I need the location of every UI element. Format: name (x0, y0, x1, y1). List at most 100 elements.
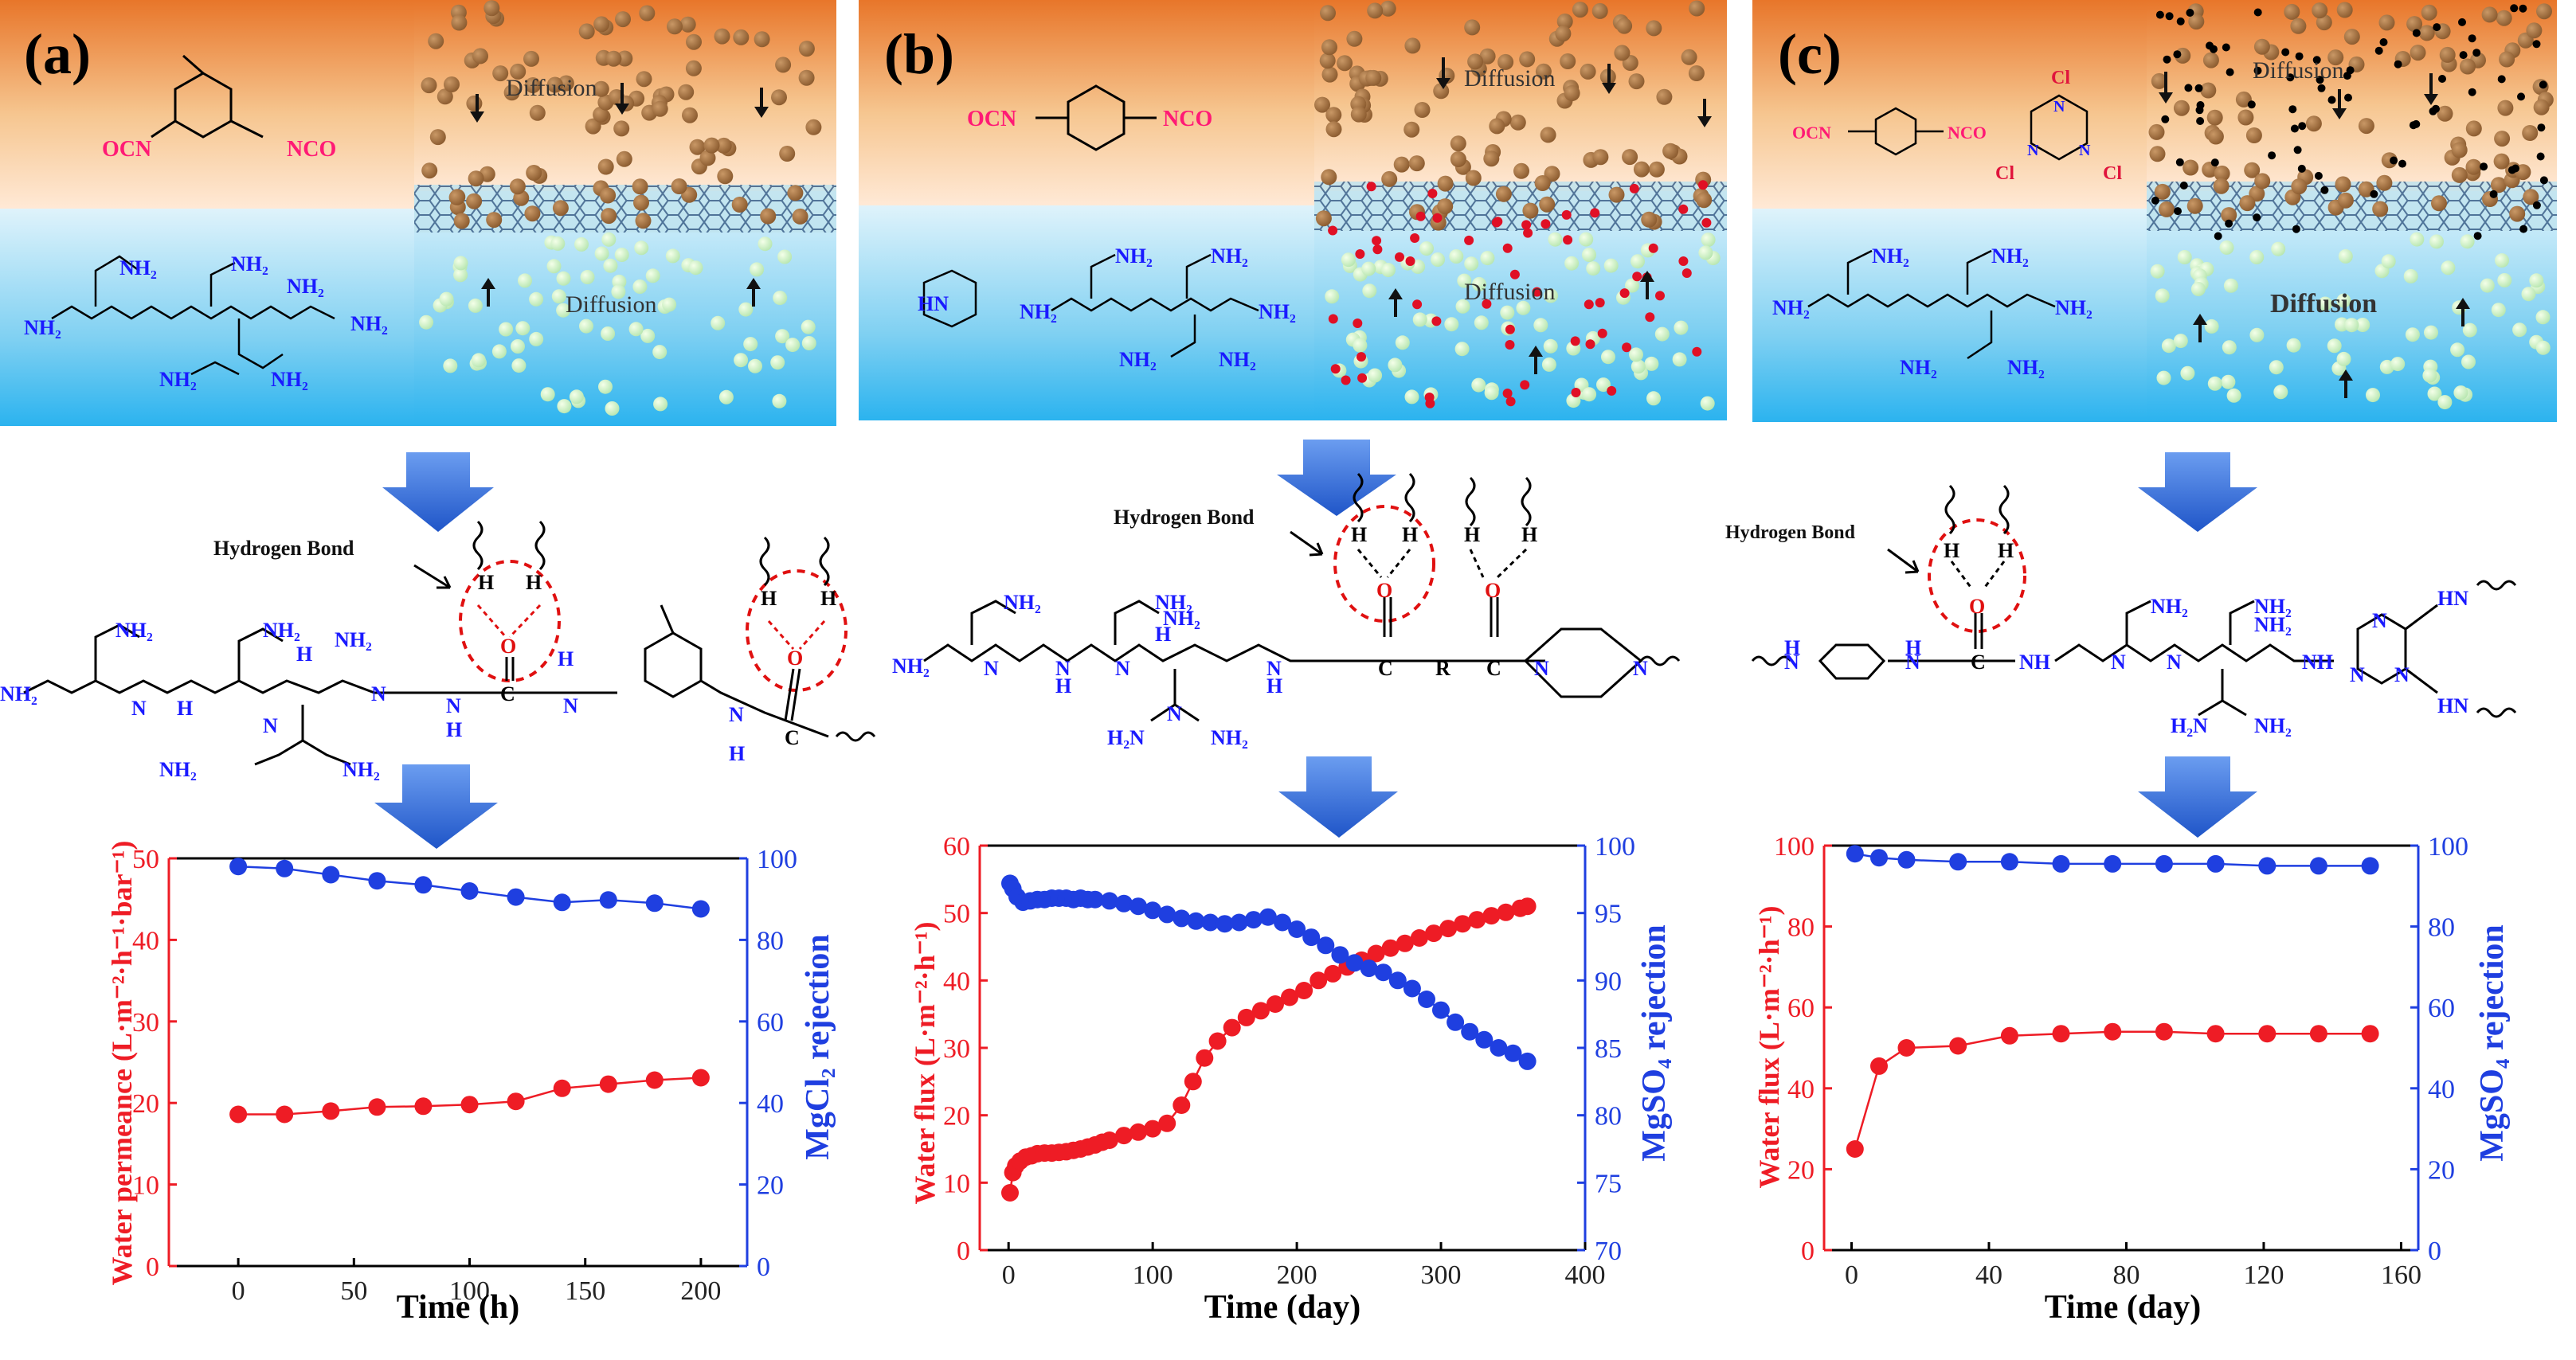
panel-b-hydrogen-bond-label: Hydrogen Bond (1114, 506, 1255, 529)
chart-a: 0 50 100 150 20001020304050020406080100Time … (106, 841, 836, 1326)
x-axis-label: Time (day) (1204, 1289, 1360, 1326)
panel-c-hydrogen-bond-label: Hydrogen Bond (1725, 522, 1856, 543)
green-monomer-dot (2410, 232, 2425, 247)
panel-c-polymer-structure: Hydrogen Bond H H O N H N (1725, 484, 2517, 737)
black-cyanuric-dot (2173, 50, 2182, 59)
green-monomer-dot (1381, 263, 1396, 278)
red-piperazine-dot (1432, 213, 1443, 223)
brown-monomer-dot (652, 100, 668, 117)
brown-monomer-dot (2499, 51, 2515, 68)
green-monomer-dot (529, 291, 544, 307)
brown-monomer-dot (615, 11, 631, 28)
green-monomer-dot (1419, 241, 1434, 256)
brown-monomer-dot (1540, 127, 1556, 143)
x-axis-label: Time (h) (397, 1289, 519, 1326)
data-point (1187, 912, 1205, 930)
red-piperazine-dot (1353, 319, 1363, 328)
green-monomer-dot (2405, 327, 2420, 342)
series-water-permeance (229, 1069, 710, 1124)
red-piperazine-dot (1405, 256, 1415, 266)
data-point (2104, 854, 2122, 873)
brown-monomer-dot (1592, 149, 1609, 166)
data-point (1425, 924, 1443, 943)
y-right-tick-label: 20 (2428, 1155, 2455, 1185)
panel-a-aqueous-phase (0, 209, 414, 426)
black-cyanuric-dot (2473, 232, 2482, 240)
brown-monomer-dot (2327, 49, 2344, 66)
data-point (1266, 995, 1284, 1013)
y-left-tick-label: 20 (132, 1089, 159, 1119)
red-piperazine-dot (1509, 269, 1520, 279)
green-monomer-dot (1631, 254, 1645, 269)
green-monomer-dot (1672, 352, 1687, 367)
brown-monomer-dot (510, 63, 527, 80)
black-cyanuric-dot (2519, 225, 2528, 233)
green-monomer-dot (2366, 388, 2380, 403)
brown-monomer-dot (792, 208, 808, 225)
green-monomer-dot (515, 321, 530, 336)
svg-text:H: H (558, 647, 574, 670)
y-right-tick-label: 90 (1595, 967, 1622, 996)
brown-monomer-dot (2410, 45, 2426, 61)
data-point (368, 872, 386, 890)
green-monomer-dot (1625, 278, 1639, 293)
data-point (691, 1069, 710, 1087)
svg-text:HN: HN (2437, 587, 2468, 610)
brown-monomer-dot (2493, 153, 2510, 170)
data-point (691, 900, 710, 918)
red-piperazine-dot (1532, 287, 1542, 297)
brown-monomer-dot (1321, 39, 1337, 56)
data-point (229, 1105, 248, 1124)
black-cyanuric-dot (2390, 156, 2398, 165)
black-cyanuric-dot (2194, 84, 2203, 92)
brown-monomer-dot (1689, 0, 1705, 17)
data-point (1274, 913, 1291, 932)
brown-monomer-dot (1337, 55, 1353, 72)
brown-monomer-dot (2291, 178, 2308, 195)
x-tick-label: 400 (1565, 1260, 1606, 1290)
data-point (1360, 959, 1378, 978)
data-point (507, 1092, 525, 1111)
red-piperazine-dot (1355, 249, 1365, 259)
svg-text:NH₂: NH₂ (335, 628, 372, 651)
red-piperazine-dot (1341, 375, 1351, 385)
svg-text:NH₂: NH₂ (2254, 595, 2292, 618)
black-cyanuric-dot (2155, 10, 2164, 19)
brown-monomer-dot (671, 178, 687, 194)
black-cyanuric-dot (2295, 52, 2304, 61)
brown-monomer-dot (1437, 198, 1454, 215)
data-point (2309, 1025, 2327, 1043)
brown-monomer-dot (1641, 211, 1658, 228)
red-piperazine-dot (1491, 217, 1501, 228)
black-cyanuric-dot (2247, 100, 2256, 109)
svg-text:O: O (1485, 579, 1501, 602)
brown-monomer-dot (1319, 53, 1336, 69)
panel-a-scheme: (a) OCN NCO Diffusion Diffusion NH₂ (0, 0, 836, 426)
series-line (1854, 1030, 2370, 1150)
red-piperazine-dot (1698, 180, 1708, 190)
svg-text:H: H (1905, 636, 1921, 659)
panel-a-label: (a) (24, 22, 91, 86)
black-cyanuric-dot (2186, 9, 2194, 17)
svg-text:H: H (729, 742, 745, 765)
brown-monomer-dot (1560, 53, 1576, 69)
red-piperazine-dot (1502, 243, 1513, 253)
svg-text:Cl: Cl (1995, 163, 2014, 184)
panel-c-cyanuric-chloride-molecules (2151, 4, 2548, 240)
brown-monomer-dot (2335, 176, 2351, 193)
red-piperazine-dot (1655, 291, 1665, 301)
brown-monomer-dot (1696, 192, 1713, 209)
brown-monomer-dot (2237, 109, 2254, 126)
green-monomer-dot (653, 397, 668, 412)
brown-monomer-dot (2245, 127, 2262, 143)
brown-monomer-dot (1467, 53, 1484, 70)
data-point (599, 891, 617, 909)
red-piperazine-dot (1505, 324, 1515, 334)
red-piperazine-dot (1584, 299, 1594, 310)
black-cyanuric-dot (2161, 115, 2170, 123)
brown-monomer-dot (685, 60, 702, 76)
data-point (1281, 988, 1298, 1006)
green-monomer-dot (2327, 338, 2342, 354)
svg-text:C: C (785, 726, 800, 749)
brown-monomer-dot (2173, 100, 2190, 116)
